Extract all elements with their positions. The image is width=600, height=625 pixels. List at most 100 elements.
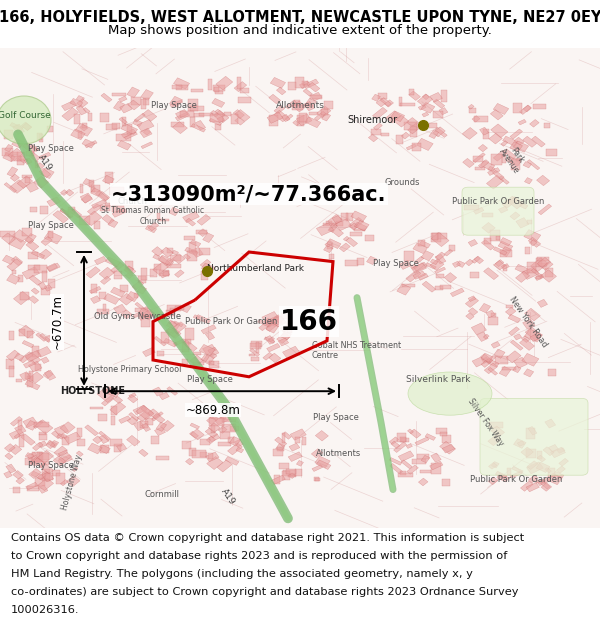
FancyBboxPatch shape [263, 352, 272, 360]
FancyBboxPatch shape [206, 416, 217, 424]
FancyBboxPatch shape [12, 270, 16, 274]
FancyBboxPatch shape [442, 435, 451, 443]
FancyBboxPatch shape [499, 176, 509, 184]
FancyBboxPatch shape [524, 308, 541, 321]
FancyBboxPatch shape [520, 105, 532, 114]
FancyBboxPatch shape [520, 203, 528, 209]
FancyBboxPatch shape [308, 112, 318, 115]
FancyBboxPatch shape [506, 156, 521, 166]
FancyBboxPatch shape [428, 123, 437, 128]
FancyBboxPatch shape [523, 161, 532, 168]
FancyBboxPatch shape [202, 354, 215, 364]
FancyBboxPatch shape [186, 218, 196, 226]
FancyBboxPatch shape [513, 141, 529, 152]
FancyBboxPatch shape [44, 473, 53, 480]
FancyBboxPatch shape [77, 428, 82, 436]
FancyBboxPatch shape [281, 471, 290, 480]
Text: A19: A19 [36, 153, 54, 173]
FancyBboxPatch shape [7, 259, 22, 271]
FancyBboxPatch shape [434, 286, 443, 290]
FancyBboxPatch shape [141, 142, 152, 149]
FancyBboxPatch shape [34, 265, 47, 273]
FancyBboxPatch shape [199, 344, 215, 356]
FancyBboxPatch shape [389, 437, 399, 444]
FancyBboxPatch shape [94, 256, 107, 264]
FancyBboxPatch shape [39, 152, 51, 159]
FancyBboxPatch shape [406, 144, 416, 150]
FancyBboxPatch shape [25, 351, 41, 362]
FancyBboxPatch shape [526, 449, 536, 458]
FancyBboxPatch shape [477, 332, 488, 341]
FancyBboxPatch shape [159, 392, 169, 400]
FancyBboxPatch shape [494, 349, 505, 358]
FancyBboxPatch shape [103, 176, 114, 184]
FancyBboxPatch shape [38, 478, 53, 491]
FancyBboxPatch shape [200, 439, 209, 445]
FancyBboxPatch shape [215, 124, 221, 130]
FancyBboxPatch shape [488, 462, 497, 469]
FancyBboxPatch shape [481, 240, 494, 250]
FancyBboxPatch shape [53, 211, 68, 223]
FancyBboxPatch shape [215, 414, 231, 425]
Text: Public Park Or Garden: Public Park Or Garden [452, 197, 544, 206]
FancyBboxPatch shape [422, 281, 436, 292]
FancyBboxPatch shape [240, 88, 249, 92]
FancyBboxPatch shape [193, 362, 203, 365]
FancyBboxPatch shape [500, 250, 512, 257]
FancyBboxPatch shape [167, 387, 178, 395]
FancyBboxPatch shape [56, 473, 65, 484]
FancyBboxPatch shape [466, 297, 479, 308]
FancyBboxPatch shape [140, 128, 152, 138]
FancyBboxPatch shape [59, 452, 71, 462]
FancyBboxPatch shape [193, 315, 200, 319]
FancyBboxPatch shape [444, 249, 453, 256]
FancyBboxPatch shape [216, 76, 233, 90]
FancyBboxPatch shape [113, 304, 127, 314]
FancyBboxPatch shape [35, 478, 46, 486]
FancyBboxPatch shape [208, 423, 220, 432]
FancyBboxPatch shape [421, 455, 430, 462]
FancyBboxPatch shape [131, 97, 140, 105]
FancyBboxPatch shape [316, 478, 320, 481]
FancyBboxPatch shape [121, 129, 136, 138]
FancyBboxPatch shape [18, 275, 23, 282]
Text: Play Space: Play Space [313, 413, 359, 422]
Text: 166, HOLYFIELDS, WEST ALLOTMENT, NEWCASTLE UPON TYNE, NE27 0EY: 166, HOLYFIELDS, WEST ALLOTMENT, NEWCAST… [0, 9, 600, 24]
FancyBboxPatch shape [148, 222, 158, 231]
FancyBboxPatch shape [127, 436, 140, 446]
FancyBboxPatch shape [119, 416, 131, 424]
FancyBboxPatch shape [52, 431, 61, 439]
Text: Silver Fox Way: Silver Fox Way [466, 397, 506, 448]
FancyBboxPatch shape [44, 370, 56, 380]
FancyBboxPatch shape [85, 141, 97, 148]
FancyBboxPatch shape [31, 251, 44, 259]
FancyBboxPatch shape [491, 312, 496, 317]
FancyBboxPatch shape [302, 81, 308, 85]
FancyBboxPatch shape [11, 139, 24, 148]
FancyBboxPatch shape [140, 421, 148, 428]
FancyBboxPatch shape [488, 477, 498, 485]
FancyBboxPatch shape [47, 197, 61, 206]
FancyBboxPatch shape [91, 185, 100, 192]
FancyBboxPatch shape [35, 364, 41, 371]
FancyBboxPatch shape [415, 437, 429, 445]
FancyBboxPatch shape [432, 232, 437, 241]
FancyBboxPatch shape [103, 304, 106, 311]
FancyBboxPatch shape [9, 444, 22, 454]
FancyBboxPatch shape [124, 132, 137, 139]
FancyBboxPatch shape [185, 339, 191, 344]
FancyBboxPatch shape [22, 142, 37, 154]
Text: Contains OS data © Crown copyright and database right 2021. This information is : Contains OS data © Crown copyright and d… [11, 533, 524, 543]
Text: ~869.8m: ~869.8m [185, 404, 241, 417]
FancyBboxPatch shape [5, 144, 13, 152]
FancyBboxPatch shape [203, 233, 214, 242]
FancyBboxPatch shape [332, 216, 342, 224]
FancyBboxPatch shape [33, 421, 43, 429]
FancyBboxPatch shape [39, 432, 46, 435]
FancyBboxPatch shape [215, 91, 223, 94]
FancyBboxPatch shape [43, 461, 49, 465]
FancyBboxPatch shape [256, 342, 259, 353]
FancyBboxPatch shape [4, 182, 17, 192]
FancyBboxPatch shape [274, 315, 284, 323]
FancyBboxPatch shape [412, 263, 427, 273]
